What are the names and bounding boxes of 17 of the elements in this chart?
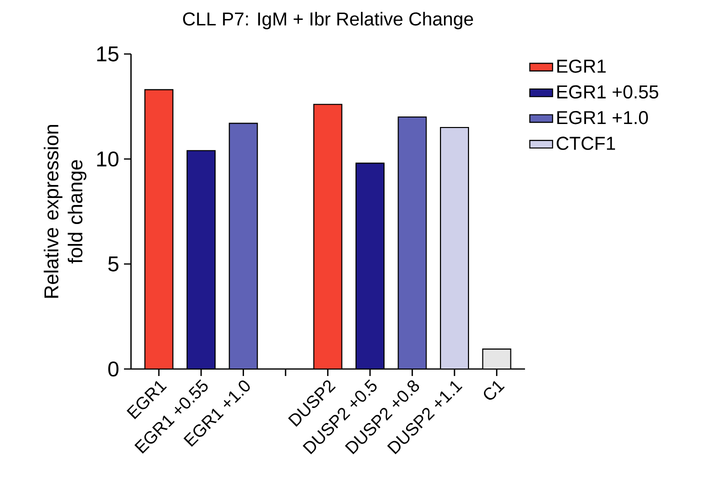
legend-label: EGR1 xyxy=(557,60,606,73)
bar xyxy=(398,116,427,369)
legend-label: EGR1 +0.55 xyxy=(557,85,658,99)
bar xyxy=(228,122,258,369)
y-tick-label: 0 xyxy=(108,361,118,377)
bar xyxy=(313,104,342,369)
y-tick-label: 5 xyxy=(108,256,118,272)
legend-label: EGR1 +1.0 xyxy=(557,110,648,124)
x-tick-label: C1 xyxy=(484,381,505,400)
y-tick-label: 15 xyxy=(97,46,118,62)
legend-label: CTCF1 xyxy=(556,136,616,150)
bar xyxy=(186,150,216,369)
bar xyxy=(144,89,174,369)
chart-title: CLL P7: IgM + Ibr Relative Change xyxy=(183,12,473,30)
y-tick-label: 10 xyxy=(97,151,118,167)
bar xyxy=(355,162,385,369)
y-axis-title: Relative expression fold change xyxy=(44,125,86,298)
